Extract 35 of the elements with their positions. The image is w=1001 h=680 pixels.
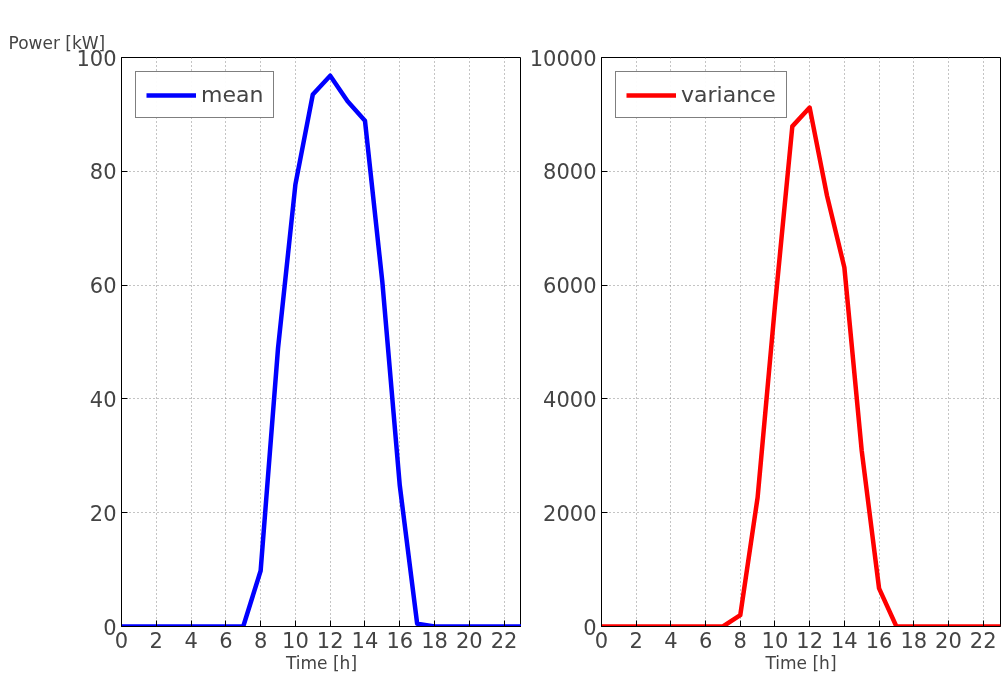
x-axis-title: Time [h] xyxy=(764,652,837,673)
x-tick-label: 22 xyxy=(490,628,518,653)
x-tick-label: 20 xyxy=(935,628,962,653)
x-axis-title: Time [h] xyxy=(284,652,358,673)
y-tick-label: 60 xyxy=(89,274,117,299)
x-tick-label: 14 xyxy=(831,628,858,653)
x-tick-label: 14 xyxy=(351,628,379,653)
y-tick-label: 8000 xyxy=(543,160,597,185)
x-tick-label: 16 xyxy=(865,628,893,653)
x-tick-label: 16 xyxy=(386,628,414,653)
x-tick-label: 4 xyxy=(184,628,198,653)
x-tick-label: 8 xyxy=(733,628,747,653)
legend-label: variance xyxy=(681,82,776,107)
x-tick-label: 12 xyxy=(316,628,344,653)
x-tick-label: 20 xyxy=(455,628,483,653)
x-tick-label: 12 xyxy=(796,628,824,653)
x-tick-label: 2 xyxy=(149,628,163,653)
y-tick-label: 40 xyxy=(89,387,117,412)
x-tick-label: 6 xyxy=(219,628,233,653)
y-tick-label: 2000 xyxy=(543,501,597,526)
x-tick-label: 10 xyxy=(282,628,309,653)
x-tick-label: 18 xyxy=(900,628,928,653)
x-tick-label: 6 xyxy=(698,628,713,653)
y-tick-label: 6000 xyxy=(543,274,597,299)
legend-label: mean xyxy=(201,82,264,107)
y-tick-label: 80 xyxy=(89,160,117,185)
y-tick-label: 20 xyxy=(89,501,117,526)
x-tick-label: 2 xyxy=(629,628,643,653)
x-tick-label: 18 xyxy=(421,628,448,653)
y-tick-label: 4000 xyxy=(543,387,597,412)
x-tick-label: 4 xyxy=(664,628,678,653)
y-tick-label: 10000 xyxy=(529,46,597,71)
x-tick-label: 10 xyxy=(761,628,789,653)
x-tick-label: 22 xyxy=(969,628,997,653)
x-tick-label: 8 xyxy=(253,628,268,653)
